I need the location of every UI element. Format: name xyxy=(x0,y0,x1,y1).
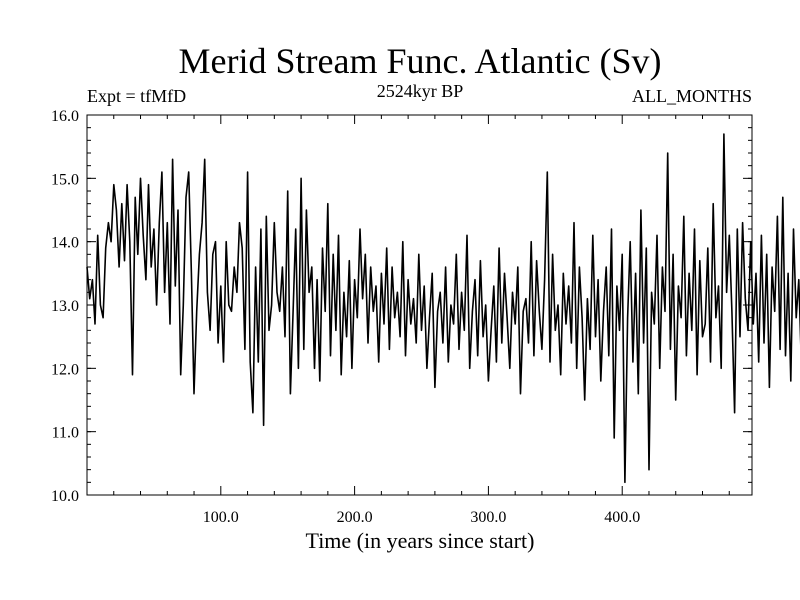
chart-title: Merid Stream Func. Atlantic (Sv) xyxy=(179,41,662,81)
y-tick-label: 12.0 xyxy=(51,361,79,378)
y-tick-label: 10.0 xyxy=(51,488,79,505)
chart-subtitle-center: 2524kyr BP xyxy=(377,81,464,101)
y-tick-label: 15.0 xyxy=(51,171,79,188)
y-tick-label: 11.0 xyxy=(52,425,79,442)
chart-subtitle-right: ALL_MONTHS xyxy=(632,86,752,106)
series-line xyxy=(86,133,800,484)
x-tick-label: 300.0 xyxy=(470,509,506,526)
x-tick-label: 100.0 xyxy=(203,509,239,526)
y-tick-label: 16.0 xyxy=(51,108,79,125)
chart-subtitle-left: Expt = tfMfD xyxy=(87,86,186,106)
x-tick-label: 400.0 xyxy=(604,509,640,526)
x-axis: 100.0 200.0 300.0 400.0 xyxy=(113,115,730,526)
y-tick-label: 14.0 xyxy=(51,235,79,252)
y-tick-label: 13.0 xyxy=(51,298,79,315)
x-axis-label: Time (in years since start) xyxy=(306,528,535,553)
y-axis: 10.0 11.0 12.0 13.0 14.0 15.0 16.0 xyxy=(51,108,752,505)
x-tick-label: 200.0 xyxy=(337,509,373,526)
